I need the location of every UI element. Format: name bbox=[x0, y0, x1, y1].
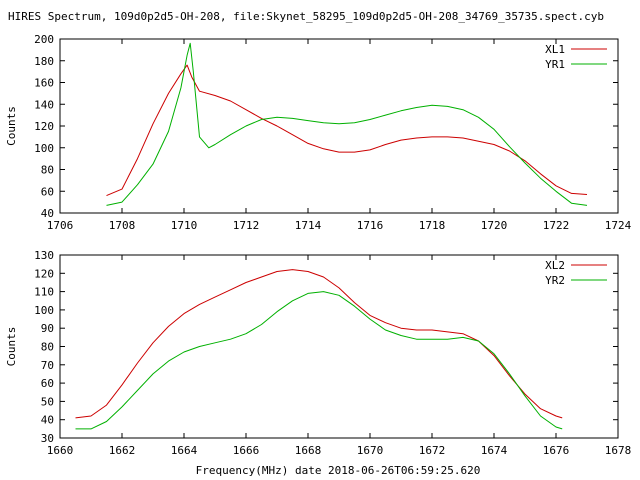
x-tick-label: 1708 bbox=[109, 219, 136, 232]
x-axis-label: Frequency(MHz) date 2018-06-26T06:59:25.… bbox=[196, 464, 481, 477]
plot-frame bbox=[59, 254, 619, 439]
y-tick-label: 90 bbox=[41, 322, 54, 335]
x-tick-label: 1710 bbox=[171, 219, 198, 232]
x-tick-label: 1672 bbox=[419, 444, 446, 457]
x-tick-label: 1662 bbox=[109, 444, 136, 457]
upper-plot: 1706 1708 1710 1712 1714 1716 1718 1720 1722 1724… bbox=[5, 33, 632, 232]
x-tick-label: 1668 bbox=[295, 444, 322, 457]
x-tick-label: 1716 bbox=[357, 219, 384, 232]
x-tick-label: 1666 bbox=[233, 444, 260, 457]
x-tick-label: 1674 bbox=[481, 444, 508, 457]
plot-frame bbox=[59, 38, 619, 214]
x-tick-label: 1722 bbox=[543, 219, 570, 232]
x-tick-label: 1718 bbox=[419, 219, 446, 232]
series-line-xl1 bbox=[106, 64, 588, 197]
y-axis-label: Counts bbox=[5, 327, 18, 367]
series-line-yr2 bbox=[75, 291, 563, 430]
y-tick-label: 180 bbox=[34, 55, 54, 68]
y-tick-label: 40 bbox=[41, 207, 54, 220]
y-tick-label: 120 bbox=[34, 120, 54, 133]
x-tick-label: 1706 bbox=[47, 219, 74, 232]
x-tick-label: 1720 bbox=[481, 219, 508, 232]
series-line-yr1 bbox=[106, 42, 588, 206]
y-tick-label: 140 bbox=[34, 98, 54, 111]
y-tick-label: 200 bbox=[34, 33, 54, 46]
x-tick-label: 1724 bbox=[605, 219, 632, 232]
x-tick-label: 1660 bbox=[47, 444, 74, 457]
x-tick-label: 1676 bbox=[543, 444, 570, 457]
lower-plot: 1660 1662 1664 1666 1668 1670 1672 1674 1676 1678… bbox=[5, 249, 631, 457]
y-tick-label: 30 bbox=[41, 432, 54, 445]
y-tick-label: 100 bbox=[34, 142, 54, 155]
y-axis-label: Counts bbox=[5, 106, 18, 146]
x-tick-label: 1712 bbox=[233, 219, 260, 232]
x-tick-label: 1664 bbox=[171, 444, 198, 457]
legend-label: XL2 bbox=[545, 259, 565, 272]
y-tick-label: 110 bbox=[34, 286, 54, 299]
y-tick-label: 40 bbox=[41, 414, 54, 427]
x-tick-label: 1678 bbox=[605, 444, 632, 457]
y-tick-label: 80 bbox=[41, 341, 54, 354]
y-tick-label: 130 bbox=[34, 249, 54, 262]
y-tick-label: 120 bbox=[34, 267, 54, 280]
y-tick-label: 70 bbox=[41, 359, 54, 372]
x-tick-label: 1670 bbox=[357, 444, 384, 457]
y-tick-label: 50 bbox=[41, 395, 54, 408]
y-tick-label: 160 bbox=[34, 77, 54, 90]
y-tick-label: 100 bbox=[34, 304, 54, 317]
x-tick-label: 1714 bbox=[295, 219, 322, 232]
y-tick-label: 60 bbox=[41, 185, 54, 198]
legend-label: YR2 bbox=[545, 274, 565, 287]
legend-label: YR1 bbox=[545, 58, 565, 71]
series-line-xl2 bbox=[75, 269, 563, 419]
legend-label: XL1 bbox=[545, 43, 565, 56]
y-tick-label: 80 bbox=[41, 164, 54, 177]
figure-title: HIRES Spectrum, 109d0p2d5-OH-208, file:S… bbox=[8, 10, 604, 23]
y-tick-label: 60 bbox=[41, 377, 54, 390]
